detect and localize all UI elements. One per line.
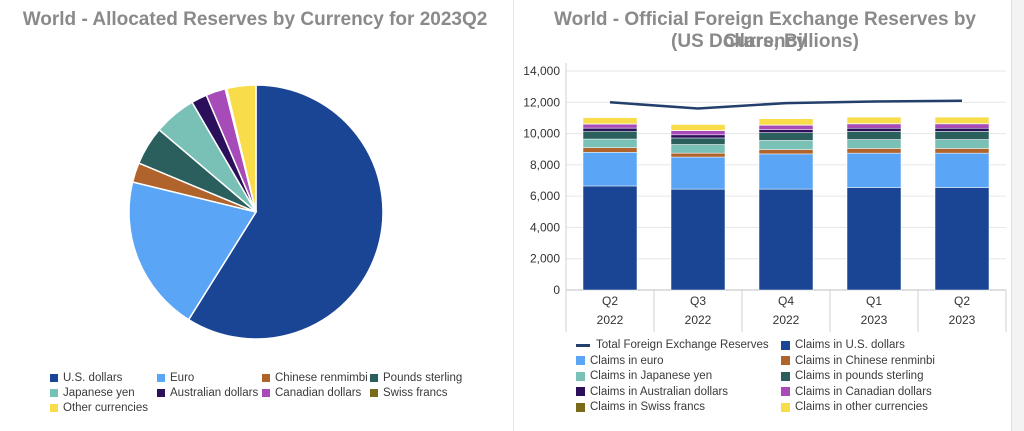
y-tick-label: 2,000 [530,252,560,266]
bar-segment [934,148,990,154]
bar-segment [934,139,990,149]
bar-segment [670,144,726,154]
bar-segment [758,149,814,155]
x-tick-year: 2022 [597,313,624,327]
bar-segment [846,187,902,291]
bar-segment [934,152,990,188]
x-tick-year: 2022 [773,313,800,327]
bar-segment [846,123,902,129]
pie-slice-0 [187,84,384,340]
total-reserves-line [609,99,963,110]
bar-chart-title: World - Official Foreign Exchange Reserv… [554,9,976,52]
bar-segment [670,188,726,291]
bar-segment [758,132,814,141]
bar-segment [582,147,638,153]
bar-segment [582,185,638,291]
bar-segment [582,123,638,129]
bar-segment [846,148,902,154]
y-tick-label: 10,000 [523,127,560,141]
scrollbar-track[interactable] [1011,0,1024,431]
x-tick-label: Q3 [690,294,706,308]
bar-segment [846,152,902,188]
bar-segment [934,116,990,124]
pie-slice-1 [128,181,258,321]
bar-chart-subtitle: (US Dollars, Billions) [671,31,859,52]
bar-segment [758,140,814,150]
bar-segment [846,139,902,149]
x-tick-year: 2023 [949,313,976,327]
pie-chart [128,84,384,340]
bar-segment [582,152,638,187]
bar-segment [670,156,726,190]
bar-segment [758,118,814,126]
bar-segment [670,130,726,136]
bar-segment [582,117,638,125]
x-tick-year: 2023 [861,313,888,327]
y-tick-label: 0 [553,283,560,297]
panel-divider [513,0,514,431]
bar-segment [670,124,726,131]
y-tick-label: 4,000 [530,220,560,234]
bar-segment [670,134,726,139]
bar-segment [758,125,814,130]
y-tick-label: 8,000 [530,158,560,172]
bar-segment [582,130,638,140]
bar-segment [934,187,990,291]
y-tick-label: 14,000 [523,64,560,78]
bar-segment [758,153,814,190]
bar-segment [758,188,814,291]
bar-segment [934,123,990,129]
x-tick-label: Q1 [866,294,882,308]
x-tick-label: Q4 [778,294,794,308]
bar-segment [582,127,638,132]
bar-segment [934,128,990,132]
bar-segment [670,137,726,145]
pie-chart-title: World - Allocated Reserves by Currency f… [22,9,488,30]
y-tick-label: 12,000 [523,95,560,109]
bar-segment [582,138,638,148]
bar-segment [934,131,990,140]
bar-segment [846,128,902,132]
x-tick-label: Q2 [954,294,970,308]
bar-segment [758,129,814,133]
bar-segment [846,131,902,140]
bar-segment [670,152,726,158]
x-tick-year: 2022 [685,313,712,327]
pie-slice-8 [225,84,257,213]
x-tick-label: Q2 [602,294,618,308]
y-tick-label: 6,000 [530,189,560,203]
bar-segment [846,116,902,124]
